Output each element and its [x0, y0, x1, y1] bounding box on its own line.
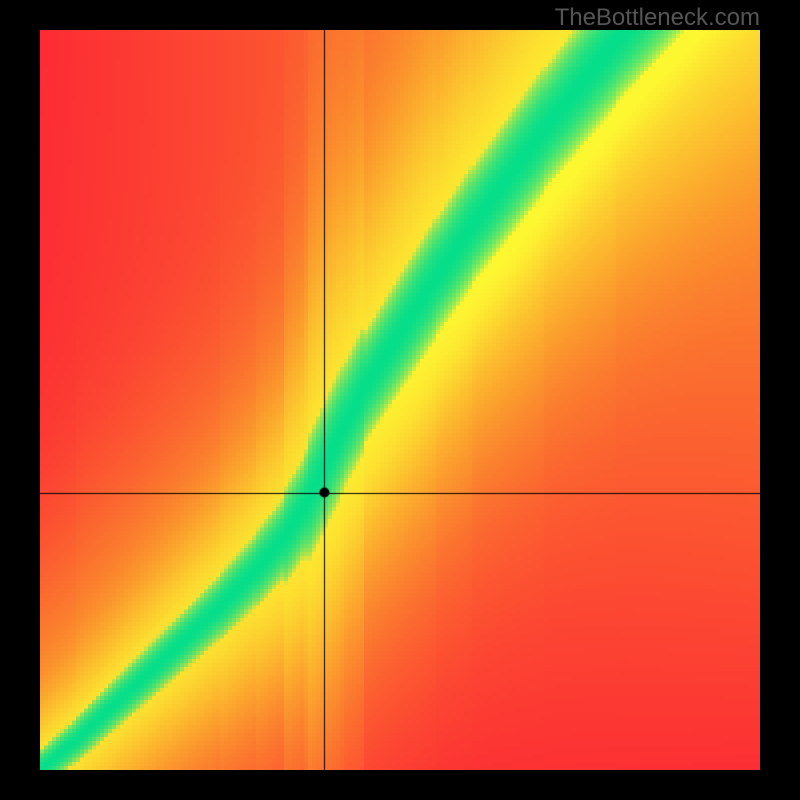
crosshair-overlay [40, 30, 760, 770]
chart-container: TheBottleneck.com [0, 0, 800, 800]
watermark-text: TheBottleneck.com [555, 4, 760, 32]
